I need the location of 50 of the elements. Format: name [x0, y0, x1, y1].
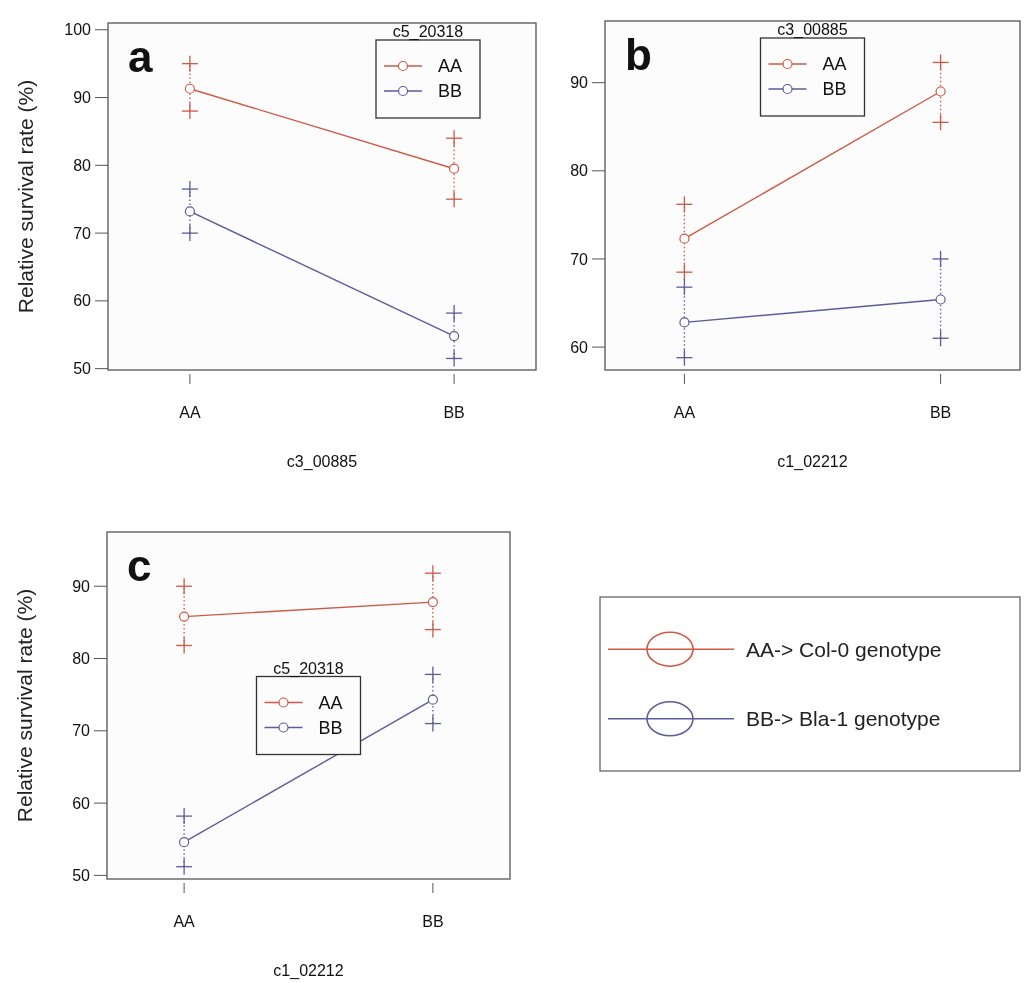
point — [179, 837, 190, 848]
x-axis-title: c1_02212 — [273, 962, 344, 980]
text: AA-> Col-0 genotype — [746, 637, 942, 661]
x-axis-title: c1_02212 — [777, 453, 848, 471]
chart-title: b — [625, 30, 652, 79]
chart-title: a — [128, 32, 153, 81]
y-axis-title: Relative survival rate (%) — [13, 588, 36, 823]
y-tick-label: 70 — [72, 722, 91, 740]
y-tick-label: 90 — [570, 74, 589, 92]
point — [179, 611, 190, 622]
point — [935, 294, 946, 305]
x-tick-label: AA — [179, 404, 201, 421]
y-tick-label: 80 — [570, 162, 589, 180]
text: BB-> Bla-1 genotype — [746, 707, 941, 731]
legend-title: c3_00885 — [777, 21, 848, 39]
legend-title: c5_20318 — [392, 23, 464, 41]
point — [184, 206, 195, 217]
y-tick-label: 60 — [72, 794, 91, 812]
legend-label: AA — [822, 54, 847, 75]
y-tick-label: 90 — [72, 577, 91, 595]
point — [427, 597, 438, 608]
legend-title: c5_20318 — [273, 659, 344, 678]
x-tick-label: BB — [443, 404, 465, 421]
x-axis-title: c3_00885 — [286, 453, 358, 471]
y-tick-label: 80 — [73, 156, 92, 174]
y-tick-label: 60 — [73, 292, 92, 310]
y-tick-label: 70 — [73, 224, 92, 242]
x-tick-label: AA — [673, 404, 696, 421]
point — [449, 331, 460, 342]
y-tick-label: 60 — [570, 338, 589, 356]
y-tick-label: 50 — [72, 866, 91, 884]
legend-label: BB — [438, 81, 463, 102]
y-tick-label: 90 — [73, 89, 92, 107]
point — [679, 317, 690, 328]
chart-title: c — [127, 541, 152, 590]
legend-label: AA — [318, 692, 343, 713]
x-tick-label: BB — [929, 404, 952, 421]
point — [184, 83, 195, 94]
y-tick-label: 80 — [72, 650, 91, 668]
point — [935, 86, 946, 97]
y-tick-label: 70 — [570, 250, 589, 268]
y-tick-label: 100 — [64, 21, 92, 39]
y-axis-title: Relative survival rate (%) — [14, 79, 37, 314]
point — [427, 694, 438, 705]
legend-label: BB — [822, 79, 847, 100]
y-tick-label: 50 — [73, 360, 92, 378]
point — [449, 163, 460, 174]
point — [679, 233, 690, 244]
legend-label: AA — [438, 56, 463, 77]
legend-label: BB — [318, 717, 343, 738]
